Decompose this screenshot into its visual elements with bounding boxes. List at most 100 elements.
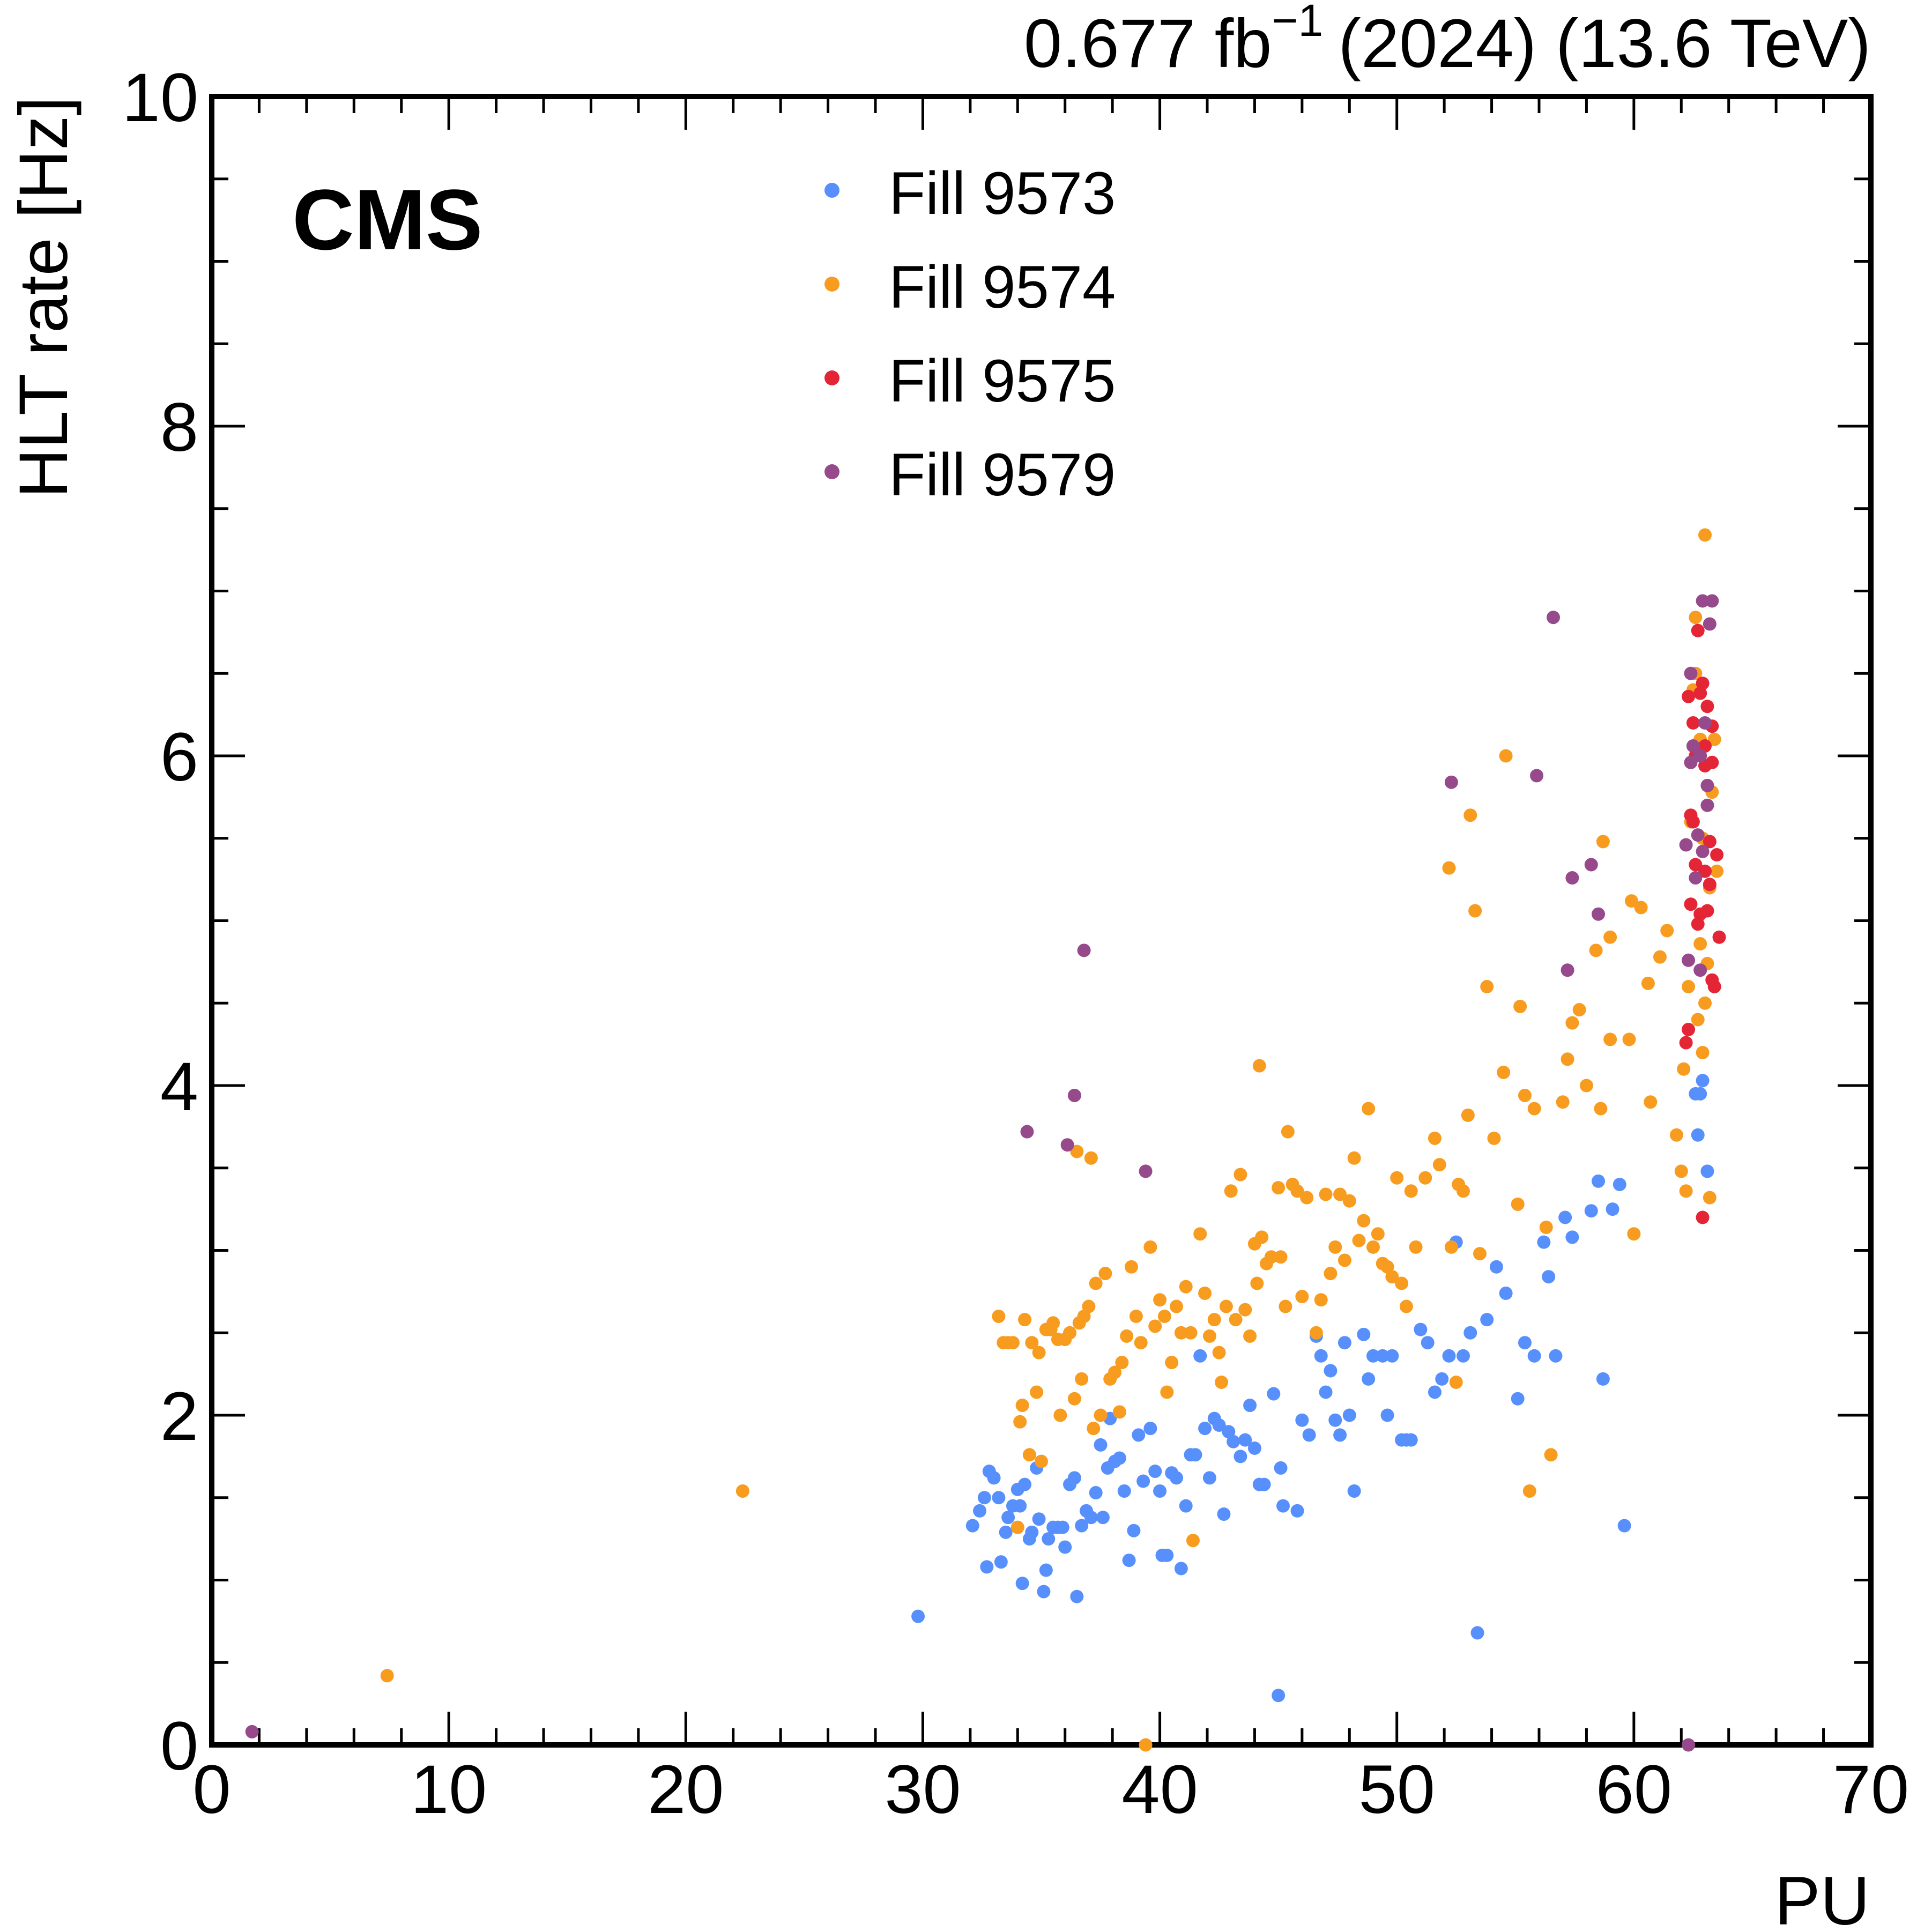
data-point-series-2 (1094, 1408, 1108, 1422)
data-point-series-2 (1098, 1267, 1112, 1281)
data-point-series-2 (1309, 1326, 1323, 1340)
data-point-series-4 (1693, 749, 1707, 763)
x-tick-label: 30 (885, 1751, 961, 1828)
data-point-series-2 (1250, 1276, 1264, 1290)
data-point-series-1 (1160, 1548, 1174, 1562)
data-point-series-2 (1193, 1227, 1207, 1241)
data-point-series-2 (1006, 1336, 1020, 1350)
data-point-series-3 (1682, 1022, 1696, 1036)
data-point-series-2 (1710, 864, 1724, 878)
data-point-series-1 (1527, 1349, 1541, 1363)
data-point-series-1 (994, 1555, 1008, 1569)
data-point-series-2 (1707, 732, 1721, 746)
data-point-series-2 (1624, 894, 1638, 908)
data-point-series-2 (1418, 1171, 1432, 1185)
data-point-series-1 (1198, 1422, 1212, 1436)
data-point-series-2 (1198, 1286, 1212, 1300)
data-point-series-1 (1193, 1349, 1207, 1363)
x-tick-labels: 0 10 20 30 40 50 60 70 (192, 1751, 1909, 1828)
run-info: (2024) (13.6 TeV) (1338, 5, 1871, 82)
data-point-series-1 (1333, 1428, 1347, 1442)
data-point-series-2 (1010, 1520, 1024, 1534)
lumi-value: 0.677 fb (1024, 5, 1272, 82)
data-point-series-4 (1703, 617, 1717, 631)
data-point-series-1 (1596, 1372, 1610, 1386)
data-point-series-1 (1136, 1474, 1150, 1488)
data-point-series-1 (1096, 1511, 1110, 1525)
legend-label: Fill 9575 (889, 347, 1116, 414)
data-point-series-1 (1518, 1336, 1532, 1350)
data-point-series-2 (1603, 930, 1617, 944)
data-point-series-4 (1684, 755, 1698, 769)
data-point-series-1 (1328, 1413, 1342, 1427)
data-point-series-1 (1380, 1408, 1394, 1422)
data-point-series-1 (1132, 1428, 1146, 1442)
data-point-series-2 (1134, 1336, 1148, 1350)
data-point-series-4 (1067, 1088, 1081, 1102)
data-point-series-1 (1148, 1465, 1162, 1478)
data-point-series-1 (1376, 1349, 1390, 1363)
data-point-series-2 (1457, 1184, 1470, 1198)
data-point-series-1 (911, 1609, 925, 1623)
data-point-series-2 (1352, 1233, 1366, 1247)
data-point-series-2 (1338, 1253, 1351, 1267)
data-point-series-4 (1705, 594, 1719, 608)
data-point-series-2 (1644, 1095, 1658, 1109)
data-point-series-2 (1572, 1003, 1586, 1017)
data-point-series-4 (1679, 838, 1693, 852)
data-point-series-2 (1589, 943, 1603, 957)
data-point-series-2 (1497, 1065, 1511, 1079)
data-point-series-2 (1274, 1250, 1288, 1264)
data-point-series-2 (1087, 1422, 1101, 1436)
data-point-series-2 (1082, 1299, 1096, 1313)
data-point-series-2 (1518, 1088, 1532, 1102)
data-point-series-2 (1357, 1214, 1371, 1228)
data-point-series-1 (1414, 1322, 1428, 1336)
data-point-series-2 (1698, 996, 1712, 1010)
data-point-series-1 (999, 1525, 1013, 1539)
data-point-series-1 (1188, 1448, 1202, 1462)
data-point-series-3 (1691, 917, 1705, 931)
data-point-series-2 (1703, 1191, 1717, 1205)
data-point-series-3 (1693, 686, 1707, 700)
data-point-series-2 (1371, 1227, 1385, 1241)
data-point-series-2 (1300, 1191, 1314, 1205)
data-point-series-2 (1229, 1313, 1243, 1327)
data-point-series-2 (1333, 1187, 1347, 1201)
data-point-series-2 (1319, 1187, 1333, 1201)
data-point-series-1 (1511, 1392, 1525, 1406)
data-point-series-1 (1174, 1562, 1188, 1576)
data-point-series-1 (1696, 1074, 1710, 1088)
x-tick-label: 40 (1121, 1751, 1198, 1828)
data-point-series-1 (1217, 1507, 1231, 1521)
legend-marker (824, 370, 839, 385)
data-point-series-2 (1324, 1267, 1338, 1281)
data-point-series-2 (1234, 1168, 1247, 1182)
data-point-series-1 (1565, 1230, 1579, 1244)
data-point-series-1 (1202, 1471, 1216, 1485)
data-point-series-1 (1549, 1349, 1563, 1363)
data-point-series-1 (1542, 1270, 1556, 1284)
data-point-series-1 (1058, 1540, 1072, 1554)
y-tick-label: 8 (160, 389, 198, 466)
data-point-series-2 (1399, 1299, 1413, 1313)
data-point-series-1 (1094, 1438, 1108, 1452)
data-point-series-1 (1001, 1511, 1015, 1525)
data-point-series-2 (1290, 1184, 1304, 1198)
data-point-series-2 (1255, 1230, 1269, 1244)
data-point-series-4 (1684, 666, 1698, 680)
data-point-series-4 (1444, 775, 1458, 789)
data-point-series-2 (1243, 1329, 1257, 1343)
data-point-series-2 (1561, 1052, 1574, 1066)
data-point-series-1 (1032, 1512, 1046, 1526)
x-tick-label: 10 (411, 1751, 487, 1828)
data-point-series-2 (1641, 976, 1655, 990)
data-point-series-1 (1089, 1486, 1103, 1500)
y-tick-label: 6 (160, 719, 198, 796)
data-point-series-3 (1684, 897, 1698, 911)
data-point-series-1 (1117, 1484, 1131, 1498)
data-point-series-1 (1243, 1399, 1257, 1413)
data-point-series-3 (1691, 623, 1705, 637)
data-point-series-2 (1556, 1095, 1570, 1109)
data-point-series-2 (1596, 835, 1610, 849)
